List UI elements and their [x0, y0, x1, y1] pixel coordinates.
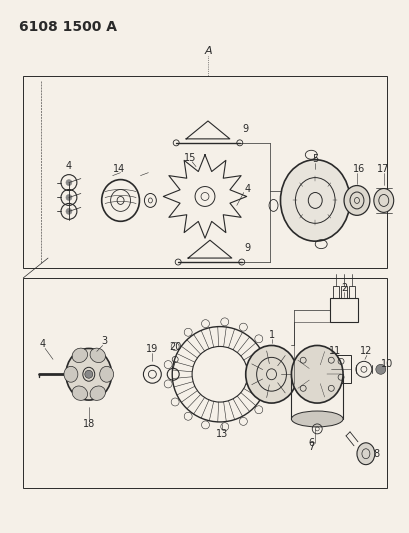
Ellipse shape — [66, 349, 111, 400]
Ellipse shape — [245, 345, 297, 403]
Text: 4: 4 — [244, 183, 250, 193]
Ellipse shape — [72, 386, 88, 400]
Text: 18: 18 — [83, 419, 95, 429]
Text: 4: 4 — [66, 160, 72, 171]
Bar — [23, 76, 386, 268]
Text: A: A — [204, 46, 211, 56]
Ellipse shape — [373, 189, 393, 212]
Bar — [23, 278, 386, 488]
Ellipse shape — [90, 348, 105, 362]
Ellipse shape — [291, 345, 342, 403]
Text: 13: 13 — [215, 429, 227, 439]
Text: 8: 8 — [373, 449, 379, 459]
Ellipse shape — [64, 366, 78, 382]
Ellipse shape — [99, 366, 113, 382]
Ellipse shape — [343, 185, 369, 215]
Circle shape — [375, 365, 385, 374]
Ellipse shape — [356, 443, 374, 465]
Text: 12: 12 — [359, 346, 371, 357]
Text: 17: 17 — [376, 164, 388, 174]
Text: 3: 3 — [101, 336, 108, 346]
Text: 14: 14 — [112, 164, 124, 174]
Bar — [330, 356, 350, 383]
Text: 20: 20 — [169, 342, 181, 352]
Text: 10: 10 — [380, 359, 392, 369]
Text: 15: 15 — [184, 153, 196, 163]
Bar — [340, 286, 346, 298]
Ellipse shape — [90, 386, 105, 400]
Text: 1: 1 — [268, 329, 274, 340]
Text: 6108 1500 A: 6108 1500 A — [19, 20, 117, 34]
Circle shape — [66, 195, 72, 200]
Bar — [348, 286, 354, 298]
Text: 2: 2 — [340, 283, 346, 293]
Text: 11: 11 — [328, 346, 340, 357]
Circle shape — [85, 370, 92, 378]
Text: 16: 16 — [352, 164, 364, 174]
Ellipse shape — [72, 348, 88, 362]
Ellipse shape — [291, 411, 342, 427]
Circle shape — [66, 180, 72, 185]
Text: 4: 4 — [40, 340, 46, 350]
Bar — [329, 298, 357, 321]
Circle shape — [66, 208, 72, 214]
Text: 7: 7 — [308, 442, 314, 452]
Text: 19: 19 — [146, 344, 158, 354]
Text: 5: 5 — [311, 154, 318, 164]
Text: 9: 9 — [242, 124, 248, 134]
Bar — [333, 286, 338, 298]
Text: 6: 6 — [308, 438, 314, 448]
Text: 9: 9 — [244, 243, 250, 253]
Ellipse shape — [280, 160, 349, 241]
